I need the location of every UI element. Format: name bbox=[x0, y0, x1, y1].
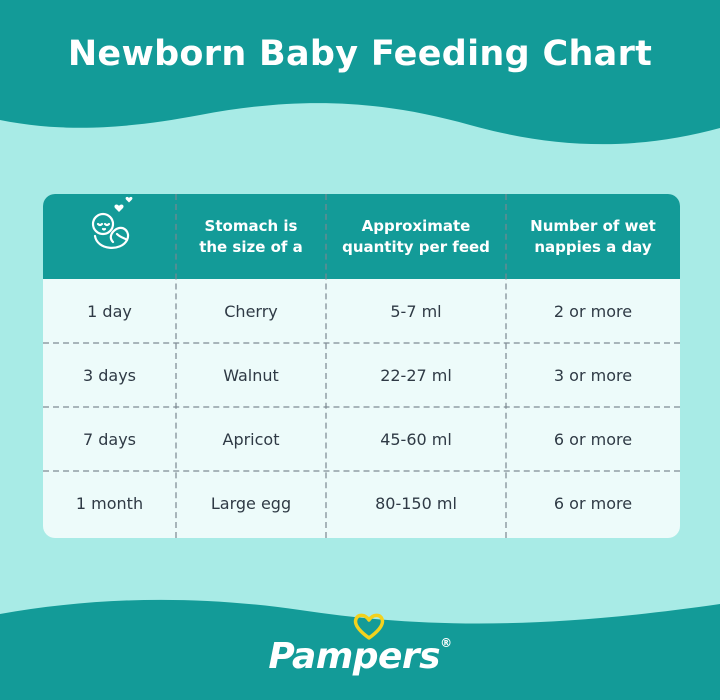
header-stomach-size: Stomach is the size of a bbox=[199, 216, 303, 256]
table-row: 1 month Large egg 80-150 ml 6 or more bbox=[43, 471, 680, 535]
registered-mark: ® bbox=[440, 636, 452, 650]
stomach-cell: Cherry bbox=[224, 301, 278, 321]
age-cell: 1 month bbox=[75, 493, 144, 513]
table-row: 7 days Apricot 45-60 ml 6 or more bbox=[43, 407, 680, 471]
page-title: Newborn Baby Feeding Chart bbox=[67, 34, 653, 74]
header-quantity-per-feed: Approximate quantity per feed bbox=[342, 216, 490, 256]
header-wet-nappies: Number of wet nappies a day bbox=[530, 216, 656, 256]
header-icon-cell bbox=[43, 194, 176, 279]
nappies-cell: 2 or more bbox=[553, 301, 633, 321]
table-row: 1 day Cherry 5-7 ml 2 or more bbox=[43, 279, 680, 343]
baby-icon bbox=[91, 196, 133, 249]
table-row: 3 days Walnut 22-27 ml 3 or more bbox=[43, 343, 680, 407]
row-divider bbox=[43, 342, 680, 344]
row-divider bbox=[43, 470, 680, 472]
quantity-cell: 5-7 ml bbox=[390, 301, 442, 321]
quantity-cell: 45-60 ml bbox=[380, 429, 452, 449]
nappies-cell: 6 or more bbox=[553, 493, 633, 513]
age-cell: 3 days bbox=[82, 365, 137, 385]
age-cell: 1 day bbox=[87, 301, 132, 321]
logo-text: Pampers bbox=[268, 636, 441, 677]
footer-wave-background bbox=[0, 599, 720, 700]
column-divider bbox=[175, 194, 177, 538]
quantity-cell: 22-27 ml bbox=[380, 365, 452, 385]
quantity-cell: 80-150 ml bbox=[375, 493, 457, 513]
stomach-cell: Large egg bbox=[210, 493, 292, 513]
table-header-row: Stomach is the size of a Approximate qua… bbox=[43, 194, 680, 279]
column-divider bbox=[505, 194, 507, 538]
header-wave-background bbox=[0, 0, 720, 145]
nappies-cell: 6 or more bbox=[553, 429, 633, 449]
pampers-heart-icon bbox=[353, 613, 385, 640]
pampers-logo: Pampers® bbox=[0, 636, 720, 677]
nappies-cell: 3 or more bbox=[553, 365, 633, 385]
stomach-cell: Apricot bbox=[222, 429, 280, 449]
feeding-table: Stomach is the size of a Approximate qua… bbox=[43, 194, 680, 538]
column-divider bbox=[325, 194, 327, 538]
stomach-cell: Walnut bbox=[223, 365, 279, 385]
age-cell: 7 days bbox=[82, 429, 137, 449]
row-divider bbox=[43, 406, 680, 408]
